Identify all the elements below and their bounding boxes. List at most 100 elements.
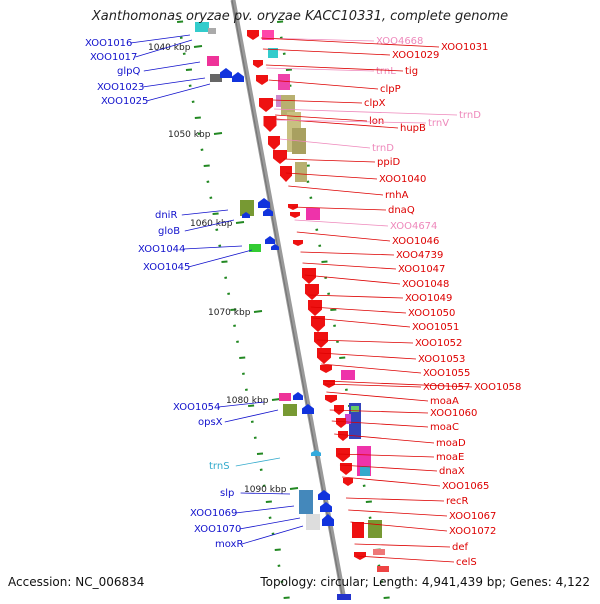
gene-label-right: clpX [364,98,386,109]
tick-mark [200,148,204,151]
gene-box [295,162,307,182]
tick-mark [176,20,184,23]
tick-mark [276,20,284,23]
gene-label-right: XOO1046 [392,236,439,247]
gene-box [345,414,351,424]
gene-label-right: moaD [436,438,466,449]
gene-label-left: trnS [209,461,230,472]
gene-arrow [336,448,350,462]
gene-arrow [318,490,330,500]
gene-label-right: XOO1052 [415,338,462,349]
gene-box [210,74,222,82]
label-leader [296,231,391,242]
gene-box [306,208,320,220]
label-leader [262,48,391,56]
gene-arrow [336,418,346,428]
label-leader [143,61,201,72]
gene-label-left: XOO1016 [85,38,132,49]
scale-label: 1060 kbp [190,219,233,229]
scale-label: 1050 kbp [168,130,211,140]
gene-label-right: clpP [380,84,401,95]
gene-arrow [263,208,273,216]
gene-label-right: XOO1057 [423,382,470,393]
label-leader [331,420,429,428]
tick-mark [265,500,272,503]
tick-mark [259,468,263,471]
gene-box [352,522,364,538]
gene-label-right: XOO1031 [441,42,488,53]
label-leader [276,119,427,124]
gene-label-left: XOO1017 [90,52,137,63]
gene-arrow [293,392,303,400]
label-leader [260,37,375,42]
label-leader [142,77,206,88]
tick-mark [318,244,322,247]
gene-box [373,549,385,555]
gene-arrow [253,60,263,68]
gene-label-left: gloB [158,226,180,237]
gene-box [360,466,370,476]
gene-label-right: rnhA [385,190,409,201]
label-leader [354,543,451,548]
tick-mark [221,260,228,263]
label-leader [130,34,191,44]
label-leader [146,83,211,102]
gene-label-left: XOO1070 [194,524,241,535]
label-leader [342,476,441,487]
gene-label-right: XOO1029 [392,50,439,61]
gene-box [306,514,320,530]
gene-label-right: XOO1048 [402,279,449,290]
label-leader [324,380,473,388]
label-leader [135,39,193,58]
gene-label-left: dniR [155,210,177,221]
tick-mark [279,36,283,39]
label-leader [235,505,295,514]
gene-arrow [320,365,332,373]
gene-label-left: XOO1025 [101,96,148,107]
label-leader [326,391,429,402]
tick-mark [339,356,346,359]
gene-label-left: opsX [198,417,223,428]
right-strand-genes [247,30,389,600]
gene-label-right: ppiD [377,157,400,168]
tick-mark [271,532,275,535]
label-leader [319,352,417,360]
gene-box [276,95,281,107]
gene-box [249,244,261,252]
gene-arrow [340,463,352,475]
tick-mark [194,116,201,119]
gene-label-right: hupB [400,123,426,134]
label-leader [288,185,384,196]
label-leader [181,209,229,216]
gene-arrow [302,404,314,414]
gene-box [278,74,290,90]
label-leader [337,453,435,458]
gene-arrow [258,198,270,208]
gene-label-right: trnV [428,118,449,129]
tick-mark [233,324,237,327]
tick-mark [179,36,183,39]
label-leader [310,306,407,314]
gene-label-left: slp [220,488,234,499]
gene-label-left: XOO1023 [97,82,144,93]
tick-mark [283,596,290,599]
gene-label-left: glpQ [117,66,140,77]
gene-box [299,490,313,514]
gene-box [240,200,254,216]
tick-mark [197,132,201,135]
gene-label-right: XOO1040 [379,174,426,185]
tick-mark [241,372,245,375]
gene-box [207,56,219,66]
label-leader [235,457,281,467]
tick-mark [227,292,231,295]
label-leader [300,251,395,256]
tick-mark [362,484,366,487]
tick-mark [309,196,313,199]
tick-mark [333,324,337,327]
tick-mark [344,388,348,391]
label-leader [339,464,438,472]
tick-mark [336,340,339,343]
label-leader [266,67,375,72]
